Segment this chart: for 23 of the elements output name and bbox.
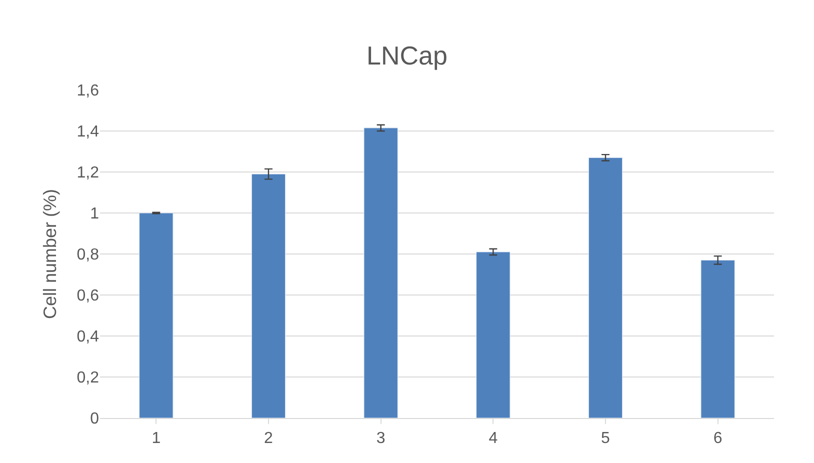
y-tick-label: 1,4: [76, 124, 100, 141]
bar: [364, 128, 398, 418]
x-tick-label: 2: [264, 430, 274, 448]
y-tick-label: 0,8: [76, 246, 100, 264]
y-axis-title: Cell number (%): [40, 188, 60, 320]
bar: [700, 260, 735, 418]
y-tick-label: 0,6: [76, 288, 100, 305]
bar: [476, 252, 510, 418]
y-tick-label: 1,6: [76, 82, 100, 100]
bar: [588, 157, 623, 418]
x-tick-label: 3: [376, 430, 386, 448]
y-tick-label: 0: [90, 410, 100, 428]
y-tick-label: 1: [90, 206, 100, 223]
x-tick-label: 1: [152, 430, 161, 448]
y-tick-label: 0,4: [76, 328, 100, 346]
chart-title: LNCap: [366, 40, 448, 70]
y-tick-label: 1,2: [76, 164, 100, 182]
x-tick-label: 6: [713, 430, 722, 448]
bar: [251, 174, 286, 418]
x-tick-label: 4: [488, 430, 498, 448]
y-tick-label: 0,2: [76, 370, 100, 387]
x-tick-label: 5: [601, 430, 610, 448]
bar: [139, 212, 174, 418]
